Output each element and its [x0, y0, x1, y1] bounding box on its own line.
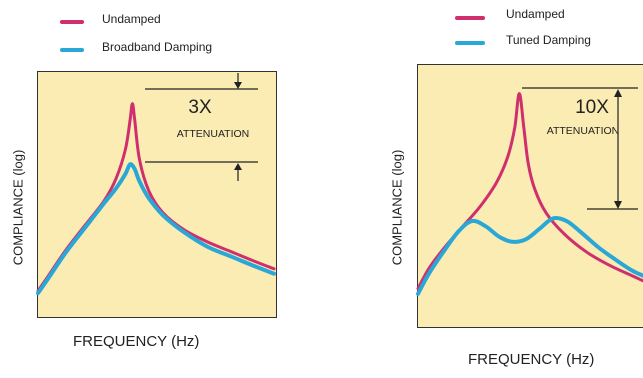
- legend-label-undamped-right: Undamped: [506, 7, 565, 21]
- legend-label-damped-right: Tuned Damping: [506, 33, 591, 47]
- left-x-axis-label: FREQUENCY (Hz): [73, 333, 200, 350]
- left-plot-area: [37, 71, 277, 318]
- left-annotation-multiplier: 3X: [188, 97, 212, 118]
- right-arrow-top-head: [614, 89, 622, 97]
- legend-label-undamped-left: Undamped: [102, 12, 161, 26]
- right-plot-area: [417, 64, 643, 328]
- left-arrow-top-head: [234, 82, 242, 89]
- series-line-right-tuned-damping: [416, 215, 643, 296]
- legend-swatch-undamped-right: [455, 16, 485, 20]
- series-line-left-broadband-damping: [36, 162, 276, 296]
- left-annotation-text: ATTENUATION: [177, 128, 250, 140]
- right-annotation-multiplier: 10X: [575, 97, 609, 118]
- legend-swatch-damped-left: [60, 48, 84, 52]
- left-arrow-bottom-head: [234, 163, 242, 170]
- right-arrow-bottom-head: [614, 201, 622, 209]
- right-annotation-text: ATTENUATION: [547, 125, 620, 137]
- legend-swatch-damped-right: [455, 41, 485, 45]
- legend-label-damped-left: Broadband Damping: [102, 40, 213, 54]
- series-line-right-undamped: [416, 92, 643, 291]
- right-attenuation-annotation: 10X ATTENUATION: [522, 87, 638, 210]
- left-attenuation-annotation: 3X ATTENUATION: [145, 73, 258, 181]
- series-layer: [36, 92, 643, 296]
- right-x-axis-label: FREQUENCY (Hz): [468, 351, 595, 368]
- legend-swatch-undamped-left: [60, 20, 84, 24]
